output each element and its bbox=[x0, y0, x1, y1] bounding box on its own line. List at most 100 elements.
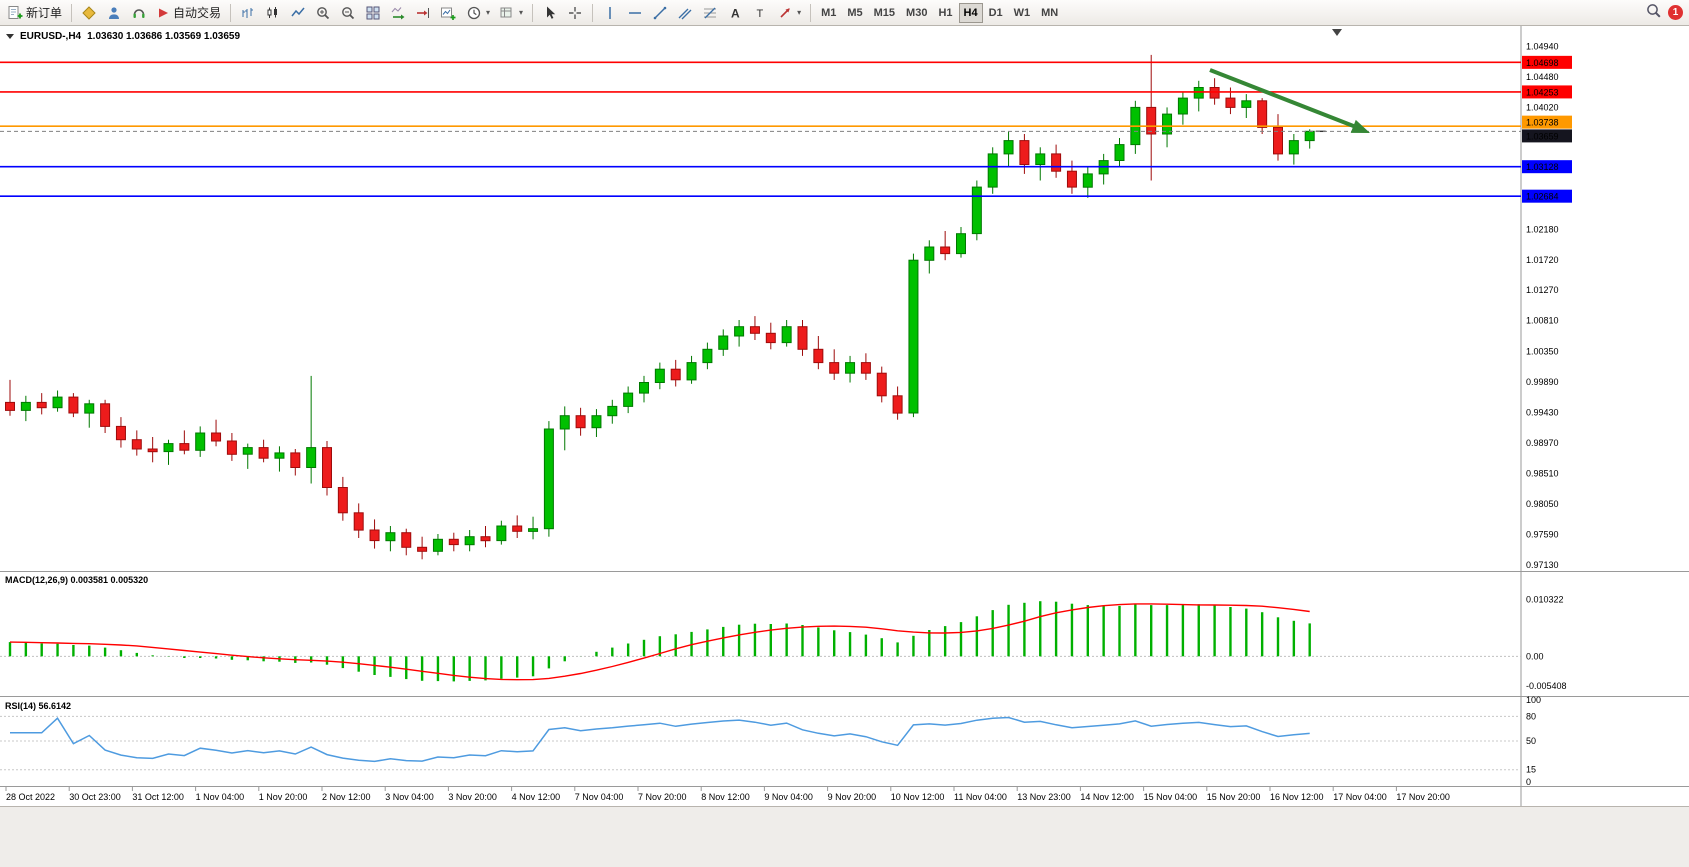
svg-text:-0.005408: -0.005408 bbox=[1526, 681, 1567, 691]
auto-scroll-button[interactable] bbox=[386, 2, 410, 24]
candlestick-chart-button[interactable] bbox=[261, 2, 285, 24]
tile-windows-icon bbox=[365, 5, 381, 21]
panel-separators bbox=[0, 26, 1689, 806]
dropdown-caret-icon: ▾ bbox=[519, 8, 524, 17]
metaeditor-button[interactable] bbox=[77, 2, 101, 24]
zoom-out-icon bbox=[340, 5, 356, 21]
new-order-button[interactable]: 新订单 bbox=[3, 2, 66, 24]
dropdown-caret-icon: ▾ bbox=[797, 8, 802, 17]
vertical-line-tool-button[interactable] bbox=[598, 2, 622, 24]
svg-text:0.98050: 0.98050 bbox=[1526, 499, 1559, 509]
line-chart-button[interactable] bbox=[286, 2, 310, 24]
horizontal-line-icon bbox=[627, 5, 643, 21]
svg-text:2 Nov 12:00: 2 Nov 12:00 bbox=[322, 792, 371, 802]
candlesticks bbox=[5, 54, 1326, 560]
headphones-icon bbox=[131, 5, 147, 21]
svg-text:28 Oct 2022: 28 Oct 2022 bbox=[6, 792, 55, 802]
zoom-out-button[interactable] bbox=[336, 2, 360, 24]
timeframe-m15-button[interactable]: M15 bbox=[869, 3, 900, 23]
channel-tool-button[interactable] bbox=[673, 2, 697, 24]
metaeditor-icon bbox=[81, 5, 97, 21]
price-level-badge: 1.03738 bbox=[1522, 115, 1572, 129]
trend-arrow-annotation[interactable] bbox=[1209, 68, 1370, 133]
autotrading-button[interactable]: 自动交易 bbox=[152, 2, 225, 24]
svg-text:1.02180: 1.02180 bbox=[1526, 225, 1559, 235]
timeframe-w1-button[interactable]: W1 bbox=[1009, 3, 1036, 23]
svg-text:30 Oct 23:00: 30 Oct 23:00 bbox=[69, 792, 121, 802]
svg-text:4 Nov 12:00: 4 Nov 12:00 bbox=[512, 792, 561, 802]
svg-text:3 Nov 04:00: 3 Nov 04:00 bbox=[385, 792, 434, 802]
bar-chart-icon bbox=[240, 5, 256, 21]
svg-text:1.03659: 1.03659 bbox=[1526, 131, 1559, 141]
svg-text:A: A bbox=[731, 6, 740, 20]
toolbar-separator bbox=[592, 3, 594, 22]
svg-text:1.00810: 1.00810 bbox=[1526, 316, 1559, 326]
text-tool-button[interactable]: A bbox=[723, 2, 747, 24]
line-chart-icon bbox=[290, 5, 306, 21]
horizontal-level-lines[interactable] bbox=[0, 61, 1521, 197]
periods-button[interactable]: ▾ bbox=[462, 2, 494, 24]
chart-ohlc-values: 1.03630 1.03686 1.03569 1.03659 bbox=[87, 31, 241, 42]
cursor-button[interactable] bbox=[538, 2, 562, 24]
svg-text:17 Nov 20:00: 17 Nov 20:00 bbox=[1396, 792, 1450, 802]
timeframe-h4-button[interactable]: H4 bbox=[958, 2, 983, 23]
clock-icon bbox=[466, 5, 482, 21]
timeframe-d1-button[interactable]: D1 bbox=[984, 3, 1008, 23]
profiles-button[interactable] bbox=[102, 2, 126, 24]
svg-text:50: 50 bbox=[1526, 736, 1536, 746]
notification-badge[interactable]: 1 bbox=[1668, 5, 1683, 20]
main-toolbar: 新订单 自动交易 ▾ ▾ A T ▾ M1 M5 M15 M30 H1 H4 D1 W1 MN … bbox=[0, 0, 1689, 26]
rsi-panel: 100 80 50 15 0 bbox=[0, 695, 1541, 787]
text-label-icon: T bbox=[752, 5, 768, 21]
svg-text:15 Nov 04:00: 15 Nov 04:00 bbox=[1144, 792, 1198, 802]
fibonacci-icon bbox=[702, 5, 718, 21]
zoom-in-button[interactable] bbox=[311, 2, 335, 24]
horizontal-line-tool-button[interactable] bbox=[623, 2, 647, 24]
chart-shift-button[interactable] bbox=[411, 2, 435, 24]
chart-shift-marker[interactable] bbox=[1332, 29, 1342, 36]
svg-text:10 Nov 12:00: 10 Nov 12:00 bbox=[891, 792, 945, 802]
svg-text:15 Nov 20:00: 15 Nov 20:00 bbox=[1207, 792, 1261, 802]
svg-text:15: 15 bbox=[1526, 765, 1536, 775]
chart-window[interactable]: 1.049401.044801.040201.035601.031001.026… bbox=[0, 26, 1689, 806]
svg-text:1.04253: 1.04253 bbox=[1526, 87, 1559, 97]
vertical-line-icon bbox=[602, 5, 618, 21]
text-label-tool-button[interactable]: T bbox=[748, 2, 772, 24]
svg-text:0: 0 bbox=[1526, 777, 1531, 787]
templates-icon bbox=[499, 5, 515, 21]
svg-text:14 Nov 12:00: 14 Nov 12:00 bbox=[1080, 792, 1134, 802]
chart-canvas[interactable]: 1.049401.044801.040201.035601.031001.026… bbox=[0, 26, 1689, 806]
trendline-icon bbox=[652, 5, 668, 21]
bar-chart-button[interactable] bbox=[236, 2, 260, 24]
svg-text:1.02684: 1.02684 bbox=[1526, 192, 1559, 202]
timeframe-m5-button[interactable]: M5 bbox=[842, 3, 867, 23]
bottom-status-strip bbox=[0, 806, 1689, 867]
svg-text:1.03128: 1.03128 bbox=[1526, 162, 1559, 172]
crosshair-button[interactable] bbox=[563, 2, 587, 24]
timeframe-mn-button[interactable]: MN bbox=[1036, 3, 1063, 23]
svg-text:0.00: 0.00 bbox=[1526, 651, 1544, 661]
arrows-tool-button[interactable]: ▾ bbox=[773, 2, 805, 24]
new-chart-button[interactable] bbox=[436, 2, 461, 24]
templates-button[interactable]: ▾ bbox=[495, 2, 527, 24]
timeframe-m30-button[interactable]: M30 bbox=[901, 3, 932, 23]
svg-text:0.98970: 0.98970 bbox=[1526, 438, 1559, 448]
toolbar-separator bbox=[71, 3, 73, 22]
toolbar-separator bbox=[532, 3, 534, 22]
svg-text:8 Nov 12:00: 8 Nov 12:00 bbox=[701, 792, 750, 802]
search-icon[interactable] bbox=[1645, 2, 1662, 24]
fibonacci-tool-button[interactable] bbox=[698, 2, 722, 24]
trendline-tool-button[interactable] bbox=[648, 2, 672, 24]
market-button[interactable] bbox=[127, 2, 151, 24]
tile-windows-button[interactable] bbox=[361, 2, 385, 24]
candlestick-chart-icon bbox=[265, 5, 281, 21]
timeframe-m1-button[interactable]: M1 bbox=[816, 3, 841, 23]
svg-text:13 Nov 23:00: 13 Nov 23:00 bbox=[1017, 792, 1071, 802]
one-click-trading-toggle-icon[interactable] bbox=[6, 34, 14, 39]
toolbar-right-group: 1 bbox=[1645, 2, 1686, 24]
autotrading-label: 自动交易 bbox=[173, 6, 222, 20]
timeframe-h1-button[interactable]: H1 bbox=[933, 3, 957, 23]
svg-text:11 Nov 04:00: 11 Nov 04:00 bbox=[954, 792, 1007, 802]
svg-text:1 Nov 20:00: 1 Nov 20:00 bbox=[259, 792, 308, 802]
time-axis-labels: 28 Oct 2022 30 Oct 23:00 31 Oct 12:00 1 Nov… bbox=[5, 787, 1450, 802]
